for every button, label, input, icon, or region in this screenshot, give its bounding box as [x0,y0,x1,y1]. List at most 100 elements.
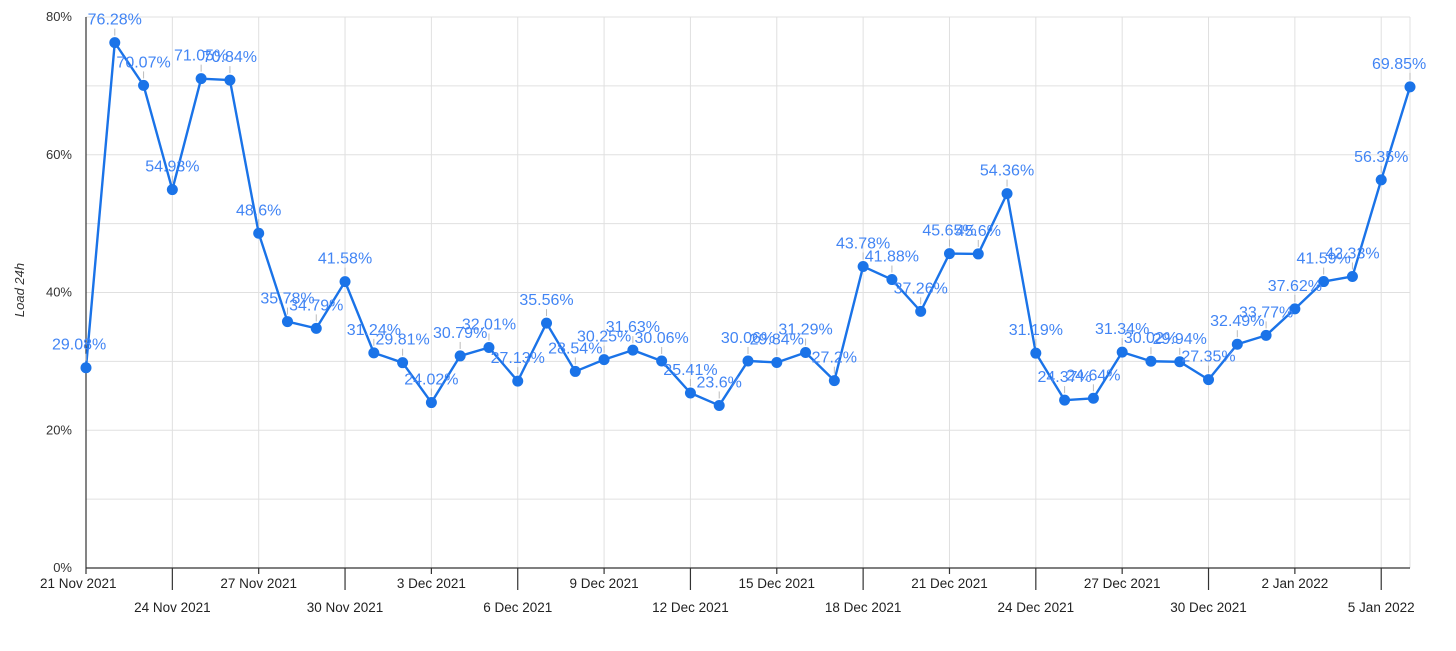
data-point [541,317,553,329]
data-point [656,355,668,367]
data-point [943,248,955,260]
data-label: 41.88% [865,249,919,266]
data-label: 29.81% [375,332,429,349]
x-tick-label: 15 Dec 2021 [739,576,816,591]
data-label: 71.05% [174,48,228,65]
y-tick-label: 0% [53,560,72,575]
data-label: 43.78% [836,235,890,252]
data-label: 31.24% [347,322,401,339]
x-tick-label: 27 Dec 2021 [1084,576,1161,591]
data-point [886,274,898,286]
data-label: 32.49% [1210,313,1264,330]
data-label: 29.94% [1153,331,1207,348]
data-point [1203,374,1215,386]
data-label: 30.06% [721,330,775,347]
data-point [397,357,409,369]
data-labels: 29.08% 76.28% 70.07% 54.93% 71.05%70.84% 48.6… [52,12,1426,399]
data-point [1404,81,1416,93]
x-tick-label: 21 Nov 2021 [40,576,117,591]
x-tick-label: 6 Dec 2021 [483,600,552,615]
data-point [742,355,754,367]
data-point [972,248,984,260]
data-point [368,347,380,359]
x-tick-label: 18 Dec 2021 [825,600,902,615]
y-tick-label: 80% [46,9,72,24]
data-label: 70.07% [116,54,170,71]
data-label: 33.77% [1239,304,1293,321]
data-label: 37.26% [894,280,948,297]
data-point [1059,394,1071,406]
data-point [224,74,236,86]
data-point [915,305,927,317]
data-point [339,276,351,288]
data-point [627,344,639,356]
x-tick-label: 24 Nov 2021 [134,600,211,615]
data-point [1260,329,1272,341]
data-point [684,387,696,399]
data-point [454,350,466,362]
data-point [425,397,437,409]
data-point [1030,347,1042,359]
data-label: 23.6% [697,374,742,391]
data-point [109,37,121,49]
data-points [80,37,1416,411]
data-point [1289,303,1301,315]
data-point [1346,270,1358,282]
data-label: 28.54% [548,340,602,357]
data-point [771,356,783,368]
x-tick-label: 30 Nov 2021 [307,600,384,615]
data-point [138,79,150,91]
x-tick-label: 12 Dec 2021 [652,600,729,615]
data-label: 54.93% [145,159,199,176]
data-point [281,316,293,328]
x-tick-labels: 21 Nov 2021 24 Nov 2021 27 Nov 2021 30 Nov … [40,568,1415,615]
data-label: 31.29% [778,321,832,338]
y-axis-label: Load 24h [12,263,27,317]
data-point [512,375,524,387]
data-label: 30.06% [635,330,689,347]
data-label: 45.6% [956,223,1001,240]
x-tick-label: 5 Jan 2022 [1348,600,1415,615]
data-point [80,362,92,374]
data-point [253,227,265,239]
data-point [1375,174,1387,186]
data-label: 34.79% [289,297,343,314]
data-label: 32.01% [462,317,516,334]
data-label: 69.85% [1372,56,1426,73]
y-tick-label: 60% [46,147,72,162]
data-label: 35.56% [519,292,573,309]
data-label: 31.63% [606,319,660,336]
data-label: 30.02% [1124,330,1178,347]
data-point [1318,276,1330,288]
data-point [195,73,207,85]
data-label: 31.34% [1095,321,1149,338]
data-point [483,342,495,354]
x-tick-label: 24 Dec 2021 [998,600,1075,615]
data-point [1087,392,1099,404]
x-tick-label: 9 Dec 2021 [570,576,639,591]
data-point [713,399,725,411]
data-label: 24.02% [404,372,458,389]
data-point [828,375,840,387]
data-label: 27.35% [1181,349,1235,366]
data-label: 42.33% [1325,245,1379,262]
data-point [598,354,610,366]
data-label: 27.13% [491,350,545,367]
data-label: 31.19% [1009,322,1063,339]
grid [86,16,1411,568]
data-label: 27.2% [812,350,857,367]
data-label: 41.59% [1297,251,1351,268]
data-point [1001,188,1013,200]
x-tick-label: 2 Jan 2022 [1261,576,1328,591]
data-point [857,260,869,272]
data-label: 76.28% [88,12,142,29]
x-tick-label: 3 Dec 2021 [397,576,466,591]
data-point [166,184,178,196]
x-tick-label: 30 Dec 2021 [1170,600,1247,615]
data-label: 24.37% [1037,369,1091,386]
data-label: 24.64% [1066,367,1120,384]
data-point [1116,346,1128,358]
data-point [1231,338,1243,350]
x-tick-label: 27 Nov 2021 [220,576,297,591]
